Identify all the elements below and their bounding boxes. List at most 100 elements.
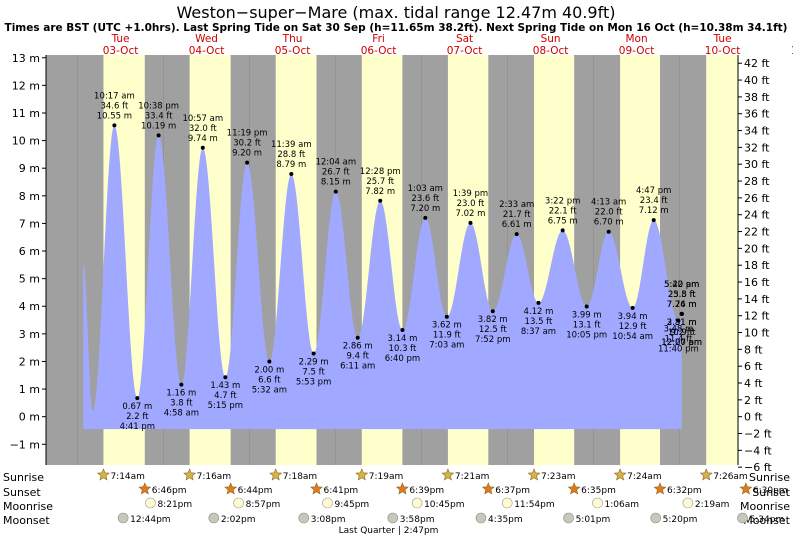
moonset-icon xyxy=(737,512,748,524)
moonset-icon xyxy=(298,512,310,524)
moonset-icon xyxy=(563,512,574,524)
tide-label-m: 2.81 m xyxy=(667,318,697,328)
right-axis-tick-label: 38 ft xyxy=(744,91,770,104)
tide-point-high xyxy=(378,198,383,203)
tide-label-time: 10:57 am xyxy=(182,114,223,124)
tide-label-ft: 26.7 ft xyxy=(322,168,350,178)
tide-point-low xyxy=(400,327,405,332)
tide-label-m: 0.67 m xyxy=(122,402,152,412)
tide-label-time: 12:28 pm xyxy=(360,167,401,177)
moonrise-time: 8:21pm xyxy=(157,500,192,510)
sunset-icon xyxy=(739,482,753,495)
tide-label-ft: 9.4 ft xyxy=(347,352,370,362)
moonset-icon xyxy=(117,512,129,524)
day-name-label: Tue xyxy=(713,33,732,45)
chart-title: Weston−super−Mare (max. tidal range 12.4… xyxy=(177,3,616,22)
moonset-time: 2:02pm xyxy=(221,515,256,525)
sunset-icon xyxy=(224,482,238,495)
sunrise-row-label-left: Sunrise xyxy=(3,471,44,484)
moonrise-icon xyxy=(233,497,244,509)
left-axis-tick-label: 2 m xyxy=(19,355,40,368)
right-axis-tick-label: −4 ft xyxy=(744,444,772,457)
tide-point-high xyxy=(560,228,565,233)
right-axis-tick-label: 20 ft xyxy=(744,242,770,255)
tide-point-low xyxy=(179,382,184,387)
tide-label-m: 3.14 m xyxy=(388,334,418,344)
tide-point-high xyxy=(514,232,519,237)
sunrise-time: 7:18am xyxy=(283,472,318,482)
moonrise-time: 8:57pm xyxy=(246,500,281,510)
sunrise-icon xyxy=(441,468,455,481)
left-axis-tick-label: 0 m xyxy=(19,411,40,424)
sunrise-icon xyxy=(183,468,197,481)
moonset-icon xyxy=(650,512,661,524)
tide-label-m: 3.48 m xyxy=(663,325,693,335)
tide-label-m: 6.61 m xyxy=(502,220,532,230)
tide-label-ft: 30.2 ft xyxy=(233,139,261,149)
tide-label-time: 12:27 am xyxy=(661,338,702,348)
sunrise-time: 7:14am xyxy=(110,472,145,482)
moonrise-icon xyxy=(682,497,694,509)
right-axis-tick-label: 2 ft xyxy=(744,394,763,407)
right-axis: −6 ft −4 ft −2 ft 0 ft 2 ft 4 ft 6 ft 8 ft 10 ft… xyxy=(737,55,772,474)
tide-point-low xyxy=(584,304,589,309)
left-axis-tick-label: 1 m xyxy=(19,383,40,396)
tide-area xyxy=(83,125,682,430)
tide-label-m: 3.31 m xyxy=(667,318,697,328)
tide-label-time: 5:15 pm xyxy=(208,401,243,411)
moonset-row-label-left: Moonset xyxy=(3,514,50,527)
moonset-time: 12:44pm xyxy=(130,515,170,525)
moon-phase-label: Last Quarter | 2:47pm xyxy=(339,526,439,536)
tide-label-ft: 13.5 ft xyxy=(525,317,553,327)
left-axis-tick-label: 5 m xyxy=(19,273,40,286)
right-axis-tick-label: 0 ft xyxy=(744,411,763,424)
left-axis-tick-label: 4 m xyxy=(19,300,40,313)
left-axis: −1 m 0 m 1 m 2 m 3 m 4 m 5 m 6 m 7 m 8 m 9 m 10 m 11… xyxy=(10,52,47,465)
tide-label-time: 11:19 pm xyxy=(227,129,268,139)
sunrise-time: 7:24am xyxy=(627,472,662,482)
right-axis-tick-label: 42 ft xyxy=(744,57,770,70)
moonrise-icon xyxy=(322,497,333,509)
moonrise-icon xyxy=(592,497,603,509)
sunset-icon xyxy=(395,482,409,495)
left-axis-tick-label: 13 m xyxy=(12,52,40,65)
right-axis-tick-label: 22 ft xyxy=(744,226,770,239)
sunset-time: 6:37pm xyxy=(495,486,530,496)
tide-point-high xyxy=(245,160,250,165)
sunset-time: 6:35pm xyxy=(581,486,616,496)
tide-point-low xyxy=(223,375,228,380)
tide-label-time: 1:39 pm xyxy=(453,189,488,199)
tide-label-m: 3.62 m xyxy=(432,321,462,331)
tide-label-m: 7.82 m xyxy=(365,187,395,197)
tide-label-ft: 23.0 ft xyxy=(457,199,485,209)
moonset-time: 5:01pm xyxy=(576,515,611,525)
right-axis-tick-label: 12 ft xyxy=(744,310,770,323)
right-axis-tick-label: −2 ft xyxy=(744,428,772,441)
moonset-icon xyxy=(387,512,399,524)
left-axis-tick-label: 3 m xyxy=(19,328,40,341)
tide-label-ft: 6.6 ft xyxy=(258,375,281,385)
day-date-label: 09-Oct xyxy=(619,45,655,57)
moonset-time: 3:58pm xyxy=(400,515,435,525)
left-axis-tick-label: 9 m xyxy=(19,162,40,175)
tide-label-m: 2.86 m xyxy=(343,342,373,352)
tide-label-ft: 25.7 ft xyxy=(366,177,394,187)
tide-label-time: 7:03 am xyxy=(429,341,464,351)
tide-point-high xyxy=(333,189,338,194)
tide-label-m: 3.94 m xyxy=(618,312,648,322)
tide-label-m: 10.55 m xyxy=(97,111,132,121)
right-axis-tick-label: 4 ft xyxy=(744,377,763,390)
tide-point-high xyxy=(651,218,656,223)
sunrise-time: 7:16am xyxy=(197,472,232,482)
moonrise-time: 11:54pm xyxy=(514,500,554,510)
right-axis-tick-label: 16 ft xyxy=(744,276,770,289)
day-name-label: Mon xyxy=(626,33,648,45)
sunset-time: 6:41pm xyxy=(323,486,358,496)
left-axis-tick-label: 10 m xyxy=(12,135,40,148)
left-axis-tick-label: 11 m xyxy=(12,107,40,120)
moonset-icon xyxy=(208,512,220,524)
moonrise-icon xyxy=(411,497,423,509)
tide-label-m: 7.02 m xyxy=(456,209,486,219)
sunset-row-label-right: Sunset xyxy=(752,486,790,499)
tide-label-ft: 32.0 ft xyxy=(189,124,217,134)
